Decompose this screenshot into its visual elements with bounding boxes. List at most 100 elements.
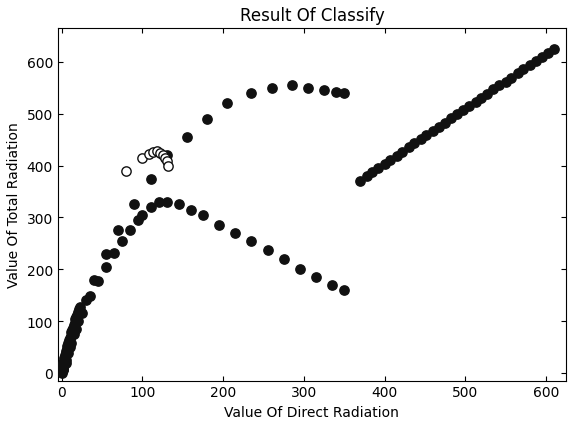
Point	[525, 63, 535, 69]
Point	[362, 174, 371, 181]
Point	[164, 163, 173, 170]
Point	[109, 250, 119, 256]
Point	[71, 317, 80, 323]
Point	[537, 54, 547, 61]
Title: Result Of Classify: Result Of Classify	[240, 7, 384, 25]
Point	[130, 201, 139, 208]
Point	[59, 366, 68, 372]
Point	[501, 79, 510, 86]
Point	[156, 150, 165, 157]
Point	[279, 256, 288, 263]
Point	[544, 50, 553, 57]
Point	[198, 212, 207, 219]
Point	[68, 327, 77, 334]
Point	[458, 107, 468, 114]
Point	[65, 334, 74, 341]
Point	[162, 153, 171, 159]
Point	[134, 217, 143, 224]
Point	[70, 320, 79, 326]
Point	[148, 150, 158, 156]
Point	[303, 85, 312, 92]
Point	[404, 145, 413, 152]
Point	[356, 178, 365, 185]
Point	[59, 364, 68, 371]
Point	[60, 351, 69, 358]
Point	[186, 207, 195, 213]
Point	[61, 357, 70, 363]
Point	[441, 120, 450, 127]
Point	[63, 343, 72, 349]
Point	[202, 116, 211, 123]
Point	[267, 85, 276, 92]
Point	[368, 170, 377, 176]
Point	[101, 250, 111, 257]
Point	[482, 91, 492, 98]
Point	[182, 134, 191, 141]
Point	[465, 104, 474, 110]
Point	[61, 359, 70, 366]
Point	[85, 293, 95, 300]
Point	[410, 141, 419, 147]
Point	[77, 310, 87, 317]
Point	[550, 46, 559, 53]
Point	[532, 58, 541, 65]
Point	[58, 366, 67, 372]
Point	[125, 227, 135, 234]
Point	[434, 124, 443, 131]
Point	[174, 201, 183, 208]
Point	[59, 359, 68, 366]
X-axis label: Value Of Direct Radiation: Value Of Direct Radiation	[225, 405, 399, 419]
Point	[507, 75, 516, 82]
Point	[247, 238, 256, 245]
Point	[146, 204, 155, 211]
Point	[57, 368, 66, 375]
Point	[287, 83, 296, 89]
Point	[64, 340, 73, 346]
Point	[89, 276, 99, 283]
Point	[144, 151, 154, 158]
Point	[121, 168, 131, 175]
Point	[340, 287, 349, 294]
Point	[453, 112, 462, 118]
Point	[489, 87, 498, 94]
Point	[69, 322, 79, 329]
Point	[61, 348, 70, 355]
Point	[62, 346, 71, 353]
Point	[67, 340, 76, 346]
Y-axis label: Value Of Total Radiation: Value Of Total Radiation	[7, 122, 21, 288]
Point	[416, 136, 425, 143]
Point	[247, 90, 256, 97]
Point	[93, 278, 103, 285]
Point	[113, 227, 123, 234]
Point	[152, 148, 162, 155]
Point	[422, 132, 431, 139]
Point	[340, 90, 349, 97]
Point	[160, 155, 170, 162]
Point	[295, 266, 304, 273]
Point	[60, 358, 69, 365]
Point	[81, 297, 91, 304]
Point	[72, 325, 81, 332]
Point	[162, 199, 171, 206]
Point	[471, 99, 480, 106]
Point	[392, 153, 401, 160]
Point	[73, 318, 83, 325]
Point	[57, 370, 66, 377]
Point	[60, 355, 69, 362]
Point	[64, 337, 73, 344]
Point	[231, 230, 240, 237]
Point	[162, 158, 171, 165]
Point	[429, 128, 438, 135]
Point	[222, 101, 231, 108]
Point	[73, 308, 83, 315]
Point	[494, 83, 504, 89]
Point	[58, 363, 67, 370]
Point	[146, 176, 155, 182]
Point	[65, 344, 74, 351]
Point	[64, 350, 73, 357]
Point	[69, 331, 79, 338]
Point	[67, 329, 76, 336]
Point	[263, 247, 272, 253]
Point	[58, 367, 67, 374]
Point	[69, 325, 78, 331]
